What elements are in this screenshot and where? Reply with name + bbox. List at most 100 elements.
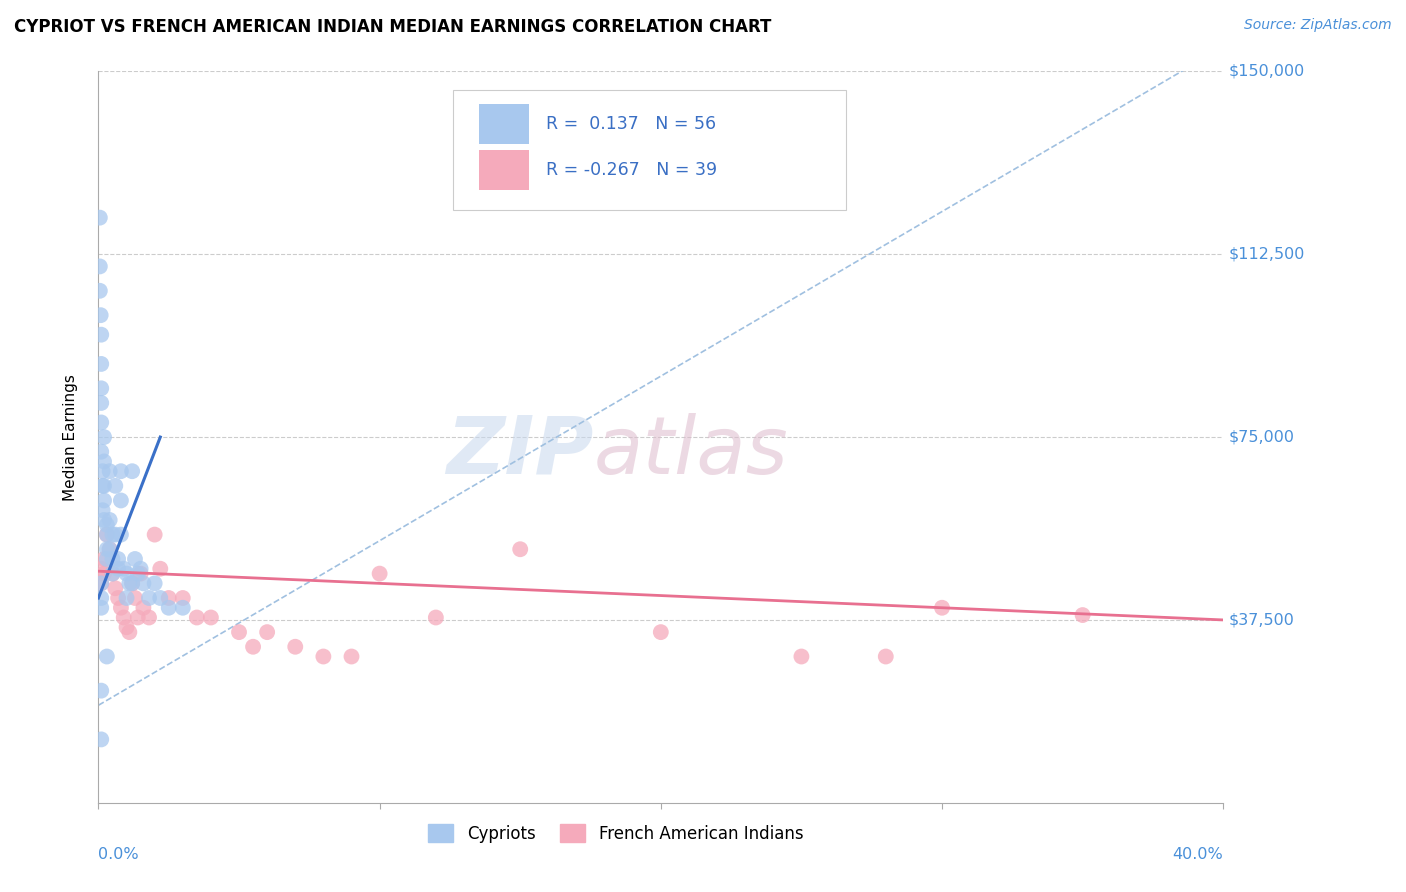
- Point: [115, 620, 138, 634]
- Point: [101, 566, 124, 581]
- Point: [89, 260, 111, 274]
- Point: [93, 454, 115, 468]
- Point: [107, 552, 129, 566]
- Point: [91, 503, 114, 517]
- Point: [101, 566, 124, 581]
- Text: $150,000: $150,000: [1229, 64, 1305, 78]
- Text: Source: ZipAtlas.com: Source: ZipAtlas.com: [1244, 18, 1392, 32]
- Point: [121, 576, 143, 591]
- Point: [90, 444, 112, 458]
- Y-axis label: Median Earnings: Median Earnings: [63, 374, 77, 500]
- Point: [157, 591, 180, 605]
- Point: [90, 732, 112, 747]
- Point: [96, 552, 118, 566]
- Text: 40.0%: 40.0%: [1173, 847, 1223, 862]
- Point: [104, 527, 127, 541]
- Point: [90, 357, 112, 371]
- Point: [200, 610, 222, 624]
- Point: [284, 640, 307, 654]
- Point: [107, 562, 129, 576]
- Point: [118, 625, 141, 640]
- Point: [98, 542, 121, 557]
- Text: 0.0%: 0.0%: [98, 847, 139, 862]
- Point: [340, 649, 363, 664]
- Point: [110, 600, 132, 615]
- Point: [149, 562, 172, 576]
- Point: [875, 649, 897, 664]
- Point: [138, 591, 160, 605]
- Point: [90, 683, 112, 698]
- Point: [115, 591, 138, 605]
- Text: R = -0.267   N = 39: R = -0.267 N = 39: [546, 161, 717, 179]
- Point: [101, 552, 124, 566]
- Point: [96, 527, 118, 541]
- Text: $37,500: $37,500: [1229, 613, 1295, 627]
- Point: [89, 284, 111, 298]
- Text: ZIP: ZIP: [446, 413, 593, 491]
- Point: [129, 566, 152, 581]
- Legend: Cypriots, French American Indians: Cypriots, French American Indians: [422, 818, 810, 849]
- Bar: [478, 103, 529, 145]
- Point: [96, 542, 118, 557]
- Point: [157, 600, 180, 615]
- Point: [127, 610, 149, 624]
- Point: [172, 591, 194, 605]
- Text: $75,000: $75,000: [1229, 430, 1295, 444]
- Point: [143, 576, 166, 591]
- FancyBboxPatch shape: [453, 90, 846, 211]
- Point: [90, 308, 112, 322]
- Point: [242, 640, 264, 654]
- Point: [127, 566, 149, 581]
- Point: [90, 600, 112, 615]
- Point: [104, 581, 127, 595]
- Point: [104, 479, 127, 493]
- Point: [124, 552, 146, 566]
- Point: [91, 479, 114, 493]
- Point: [93, 493, 115, 508]
- Point: [118, 576, 141, 591]
- Point: [110, 464, 132, 478]
- Point: [256, 625, 278, 640]
- Point: [228, 625, 250, 640]
- Point: [89, 211, 111, 225]
- Point: [425, 610, 447, 624]
- Point: [90, 327, 112, 342]
- Point: [121, 464, 143, 478]
- Point: [368, 566, 391, 581]
- Point: [96, 517, 118, 532]
- Point: [931, 600, 953, 615]
- Point: [93, 552, 115, 566]
- Point: [110, 493, 132, 508]
- Point: [129, 562, 152, 576]
- Point: [1071, 608, 1094, 623]
- Point: [107, 591, 129, 605]
- Text: CYPRIOT VS FRENCH AMERICAN INDIAN MEDIAN EARNINGS CORRELATION CHART: CYPRIOT VS FRENCH AMERICAN INDIAN MEDIAN…: [14, 18, 772, 36]
- Text: $112,500: $112,500: [1229, 247, 1305, 261]
- Point: [90, 381, 112, 395]
- Point: [112, 562, 135, 576]
- Point: [112, 610, 135, 624]
- Point: [90, 562, 112, 576]
- Point: [98, 513, 121, 527]
- Point: [124, 591, 146, 605]
- Point: [312, 649, 335, 664]
- Point: [143, 527, 166, 541]
- Point: [101, 527, 124, 541]
- Point: [132, 600, 155, 615]
- Point: [186, 610, 208, 624]
- Point: [138, 610, 160, 624]
- Point: [509, 542, 531, 557]
- Point: [790, 649, 813, 664]
- Point: [98, 464, 121, 478]
- Text: R =  0.137   N = 56: R = 0.137 N = 56: [546, 115, 716, 133]
- Text: atlas: atlas: [593, 413, 789, 491]
- Point: [96, 649, 118, 664]
- Point: [172, 600, 194, 615]
- Point: [132, 576, 155, 591]
- Point: [93, 430, 115, 444]
- Point: [96, 527, 118, 541]
- Point: [110, 527, 132, 541]
- Bar: [478, 150, 529, 190]
- Point: [90, 591, 112, 605]
- Point: [98, 542, 121, 557]
